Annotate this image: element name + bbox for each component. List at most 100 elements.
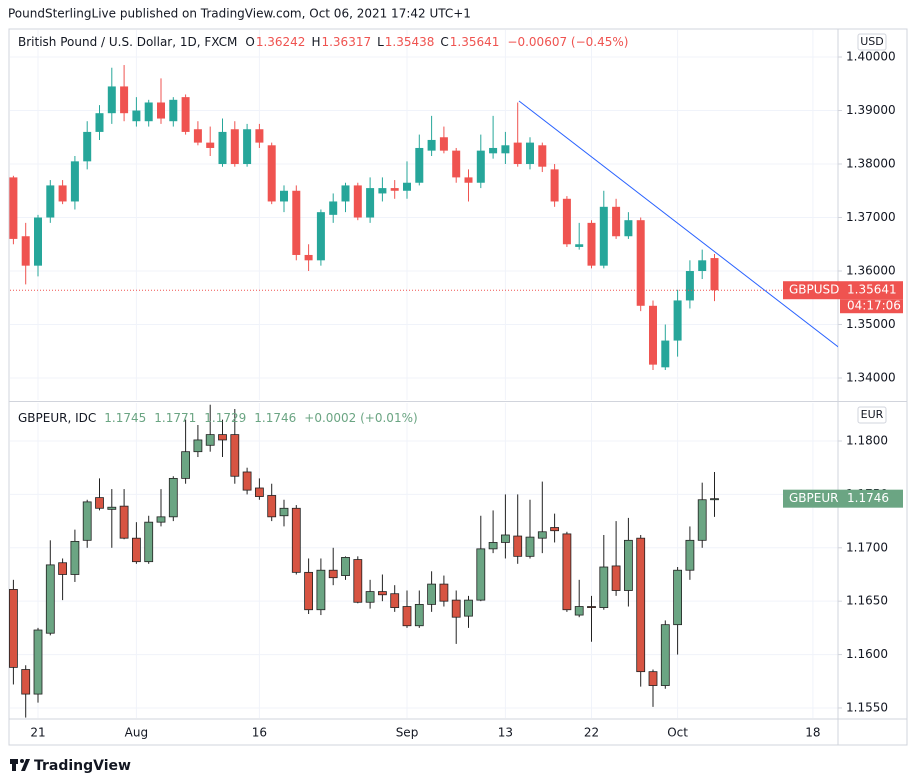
x-tick-label: 13 (498, 726, 513, 740)
candle-body (710, 258, 719, 291)
currency: USD (860, 35, 884, 48)
price-label-bg (783, 489, 903, 508)
candle-body (378, 188, 387, 194)
x-tick-label: 22 (584, 726, 599, 740)
candle-body (169, 99, 178, 122)
legend-value: 1.1746 (254, 411, 296, 425)
legend-change: +0.0002 (+0.01%) (304, 411, 417, 425)
candle-body (660, 624, 670, 686)
countdown: 04:17:06 (847, 299, 901, 313)
candle-body (70, 540, 80, 575)
candle-body (156, 516, 166, 523)
candle-body (95, 497, 104, 509)
candle-body (230, 129, 239, 165)
legend: British Pound / U.S. Dollar, 1D, FXCM O1.… (18, 35, 628, 49)
candle-body (697, 499, 707, 541)
candle-body (574, 606, 584, 616)
legend-value: 1.1745 (104, 411, 146, 425)
candle-body (587, 222, 596, 266)
candle-body (132, 110, 141, 122)
candle-body (710, 498, 719, 501)
candle-body (242, 471, 252, 491)
legend-value: 1.1729 (204, 411, 246, 425)
candle-body (366, 188, 375, 218)
candle-body (488, 542, 498, 550)
candle-body (292, 190, 301, 255)
candle-body (254, 487, 264, 497)
legend-value: 1.35438 (385, 35, 435, 49)
x-tick-label: 18 (805, 726, 820, 740)
candle-body (9, 177, 18, 239)
y-tick-label: 1.1800 (846, 434, 888, 448)
candle-body (131, 537, 141, 563)
x-tick-label: 16 (252, 726, 267, 740)
candle-body (649, 305, 657, 365)
price-label-symbol: GBPEUR (789, 491, 838, 505)
logo (10, 759, 30, 771)
candle-body (636, 537, 646, 673)
candle-body (218, 434, 227, 441)
x-tick-label: Sep (396, 726, 419, 740)
footer-brand: TradingView (34, 758, 131, 774)
candle-body (193, 439, 203, 453)
candle-body (500, 534, 510, 543)
candle-body (451, 599, 461, 618)
candle-body (661, 340, 670, 368)
legend-key: H (311, 35, 320, 49)
candle-body (21, 236, 30, 266)
candle-body (599, 566, 609, 608)
candle-body (205, 434, 215, 446)
candle-body (427, 583, 437, 605)
legend-key: O (245, 35, 254, 49)
candle-body (107, 86, 116, 114)
trend-line (518, 100, 838, 348)
candle-body (328, 569, 338, 579)
candle-body (685, 539, 695, 571)
candle-body (58, 562, 67, 575)
currency-box (857, 406, 887, 424)
candle-body (403, 182, 411, 191)
y-tick-label: 1.36000 (846, 264, 896, 278)
candle-body (255, 129, 264, 143)
y-tick-label: 1.38000 (846, 157, 896, 171)
candle-body (489, 147, 498, 154)
candle-body (304, 254, 313, 261)
candle-body (218, 131, 227, 165)
candle-body (168, 477, 178, 518)
candle-body (144, 102, 153, 122)
countdown-bg (840, 299, 903, 314)
candle-body (157, 102, 165, 119)
header: PoundSterlingLive published on TradingVi… (8, 7, 471, 21)
candle-body (562, 533, 572, 611)
y-tick-label: 1.37000 (846, 210, 896, 224)
candle-body (267, 495, 277, 518)
candle-body (526, 142, 534, 165)
candle-body (120, 86, 129, 114)
candle-body (464, 599, 473, 617)
candle-body (402, 606, 412, 627)
currency: EUR (861, 408, 884, 421)
legend-title: British Pound / U.S. Dollar, 1D, FXCM (18, 35, 237, 49)
candle-body (476, 150, 485, 183)
candle-body (329, 201, 338, 215)
candle-body (353, 185, 362, 218)
candle-body (33, 629, 43, 695)
candle-body (95, 113, 104, 132)
candle-body (698, 260, 707, 272)
candle-body (341, 185, 350, 202)
legend-title: GBPEUR, IDC (18, 411, 96, 425)
candle-body (206, 142, 215, 148)
legend-value: 1.36317 (321, 35, 371, 49)
frame (8, 28, 908, 746)
candle-body (280, 190, 288, 202)
candle-body (414, 603, 424, 627)
candle-body (46, 185, 55, 218)
legend-value: 1.36242 (256, 35, 306, 49)
candle-body (45, 564, 55, 634)
x-tick-label: 21 (30, 726, 45, 740)
candle-body (550, 169, 559, 202)
legend-change: −0.00607 (−0.45%) (507, 35, 628, 49)
candle-body (624, 220, 633, 237)
candle-body (181, 97, 190, 132)
